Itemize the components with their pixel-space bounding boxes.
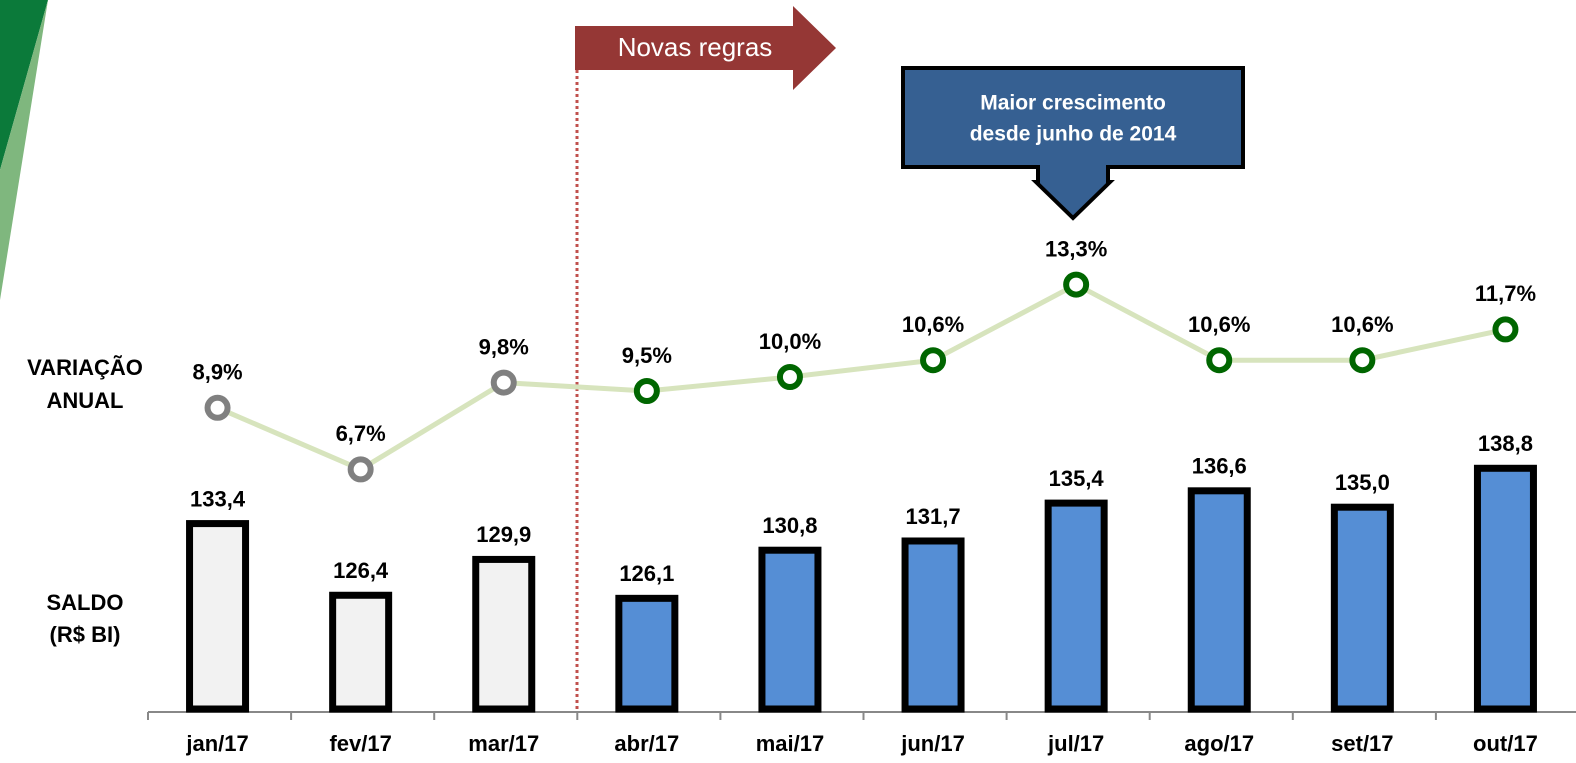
line-marker [204,394,231,421]
bar-label: 126,1 [619,561,674,586]
line-marker [633,378,660,404]
line-marker [1349,347,1376,374]
line-marker [776,364,803,390]
x-tick-label: mar/17 [468,731,539,756]
line-label: 6,7% [336,421,386,446]
line-marker [1492,316,1519,343]
row-label: SALDO [47,590,124,615]
bar [186,520,250,713]
bar-label: 129,9 [476,522,531,547]
x-tick-label: fev/17 [329,731,391,756]
corner-decoration [0,0,48,300]
row-label: VARIAÇÃO [27,355,143,380]
line-marker [920,347,947,374]
row-label: (R$ BI) [50,622,121,647]
x-tick-label: set/17 [1331,731,1393,756]
line-marker [1063,271,1090,298]
x-tick-label: ago/17 [1184,731,1254,756]
x-tick-label: out/17 [1473,731,1538,756]
bar-label: 136,6 [1192,454,1247,479]
bar-label: 135,0 [1335,470,1390,495]
line-label: 10,6% [1188,312,1250,337]
line-label: 9,5% [622,343,672,368]
callout-text: Maior crescimento [980,92,1166,115]
bar-label: 135,4 [1049,466,1105,491]
rule-arrow [575,6,836,90]
line-marker [347,456,374,483]
bar [901,537,965,713]
bar [758,546,822,713]
line-label: 8,9% [192,360,242,385]
bar [615,594,679,713]
line-label: 10,6% [902,312,964,337]
bar-label: 131,7 [906,504,961,529]
line-label: 10,6% [1331,312,1393,337]
bar-label: 133,4 [190,486,246,511]
x-tick-label: jul/17 [1047,731,1104,756]
line-label: 10,0% [759,329,821,354]
rule-label: Novas regras [618,32,773,62]
bar-label: 138,8 [1478,431,1533,456]
bar [1044,499,1108,713]
line-label: 9,8% [479,334,529,359]
bar [1330,503,1394,713]
callout-text: desde junho de 2014 [970,123,1177,146]
x-tick-label: abr/17 [614,731,679,756]
line-label: 13,3% [1045,236,1107,261]
bar [1473,464,1537,713]
line-label: 11,7% [1475,281,1536,306]
line-marker [1206,347,1233,374]
callout [901,66,1245,221]
x-tick-label: jan/17 [185,731,248,756]
bar [1187,487,1251,713]
bar [329,591,393,713]
bar-label: 130,8 [762,513,817,538]
row-label: ANUAL [47,388,124,413]
bar-label: 126,4 [333,558,389,583]
bar [472,555,536,713]
line-marker [490,369,517,396]
x-tick-label: mai/17 [756,731,825,756]
x-tick-label: jun/17 [900,731,965,756]
line [216,281,1506,473]
